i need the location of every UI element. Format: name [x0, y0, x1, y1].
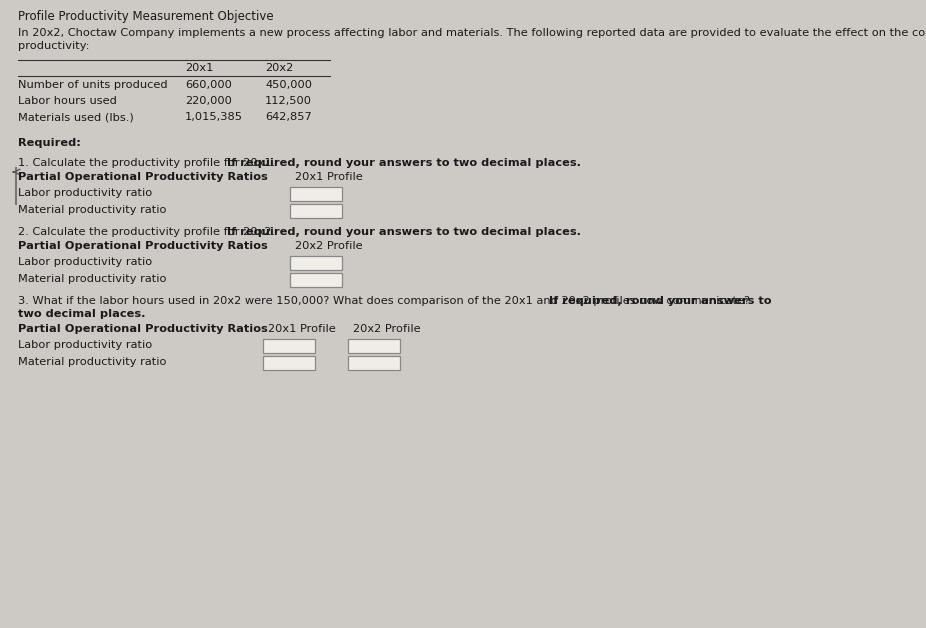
Text: Materials used (lbs.): Materials used (lbs.)	[18, 112, 133, 122]
Text: two decimal places.: two decimal places.	[18, 309, 145, 319]
Text: 20x2 Profile: 20x2 Profile	[353, 324, 420, 334]
Text: Labor productivity ratio: Labor productivity ratio	[18, 188, 152, 198]
FancyBboxPatch shape	[348, 356, 400, 370]
Text: productivity:: productivity:	[18, 41, 90, 51]
Text: Partial Operational Productivity Ratios: Partial Operational Productivity Ratios	[18, 324, 268, 334]
FancyBboxPatch shape	[290, 204, 342, 218]
Text: 1,015,385: 1,015,385	[185, 112, 243, 122]
Text: Material productivity ratio: Material productivity ratio	[18, 205, 167, 215]
Text: 2. Calculate the productivity profile for 20x2.: 2. Calculate the productivity profile fo…	[18, 227, 279, 237]
Text: 20x1 Profile: 20x1 Profile	[268, 324, 336, 334]
Text: If required, round your answers to: If required, round your answers to	[549, 296, 771, 306]
Text: Partial Operational Productivity Ratios: Partial Operational Productivity Ratios	[18, 172, 268, 182]
Text: 20x2 Profile: 20x2 Profile	[295, 241, 363, 251]
Text: Material productivity ratio: Material productivity ratio	[18, 274, 167, 284]
Text: In 20x2, Choctaw Company implements a new process affecting labor and materials.: In 20x2, Choctaw Company implements a ne…	[18, 28, 926, 38]
Text: 642,857: 642,857	[265, 112, 312, 122]
Text: 112,500: 112,500	[265, 96, 312, 106]
FancyBboxPatch shape	[290, 256, 342, 270]
Text: 1. Calculate the productivity profile for 20x1.: 1. Calculate the productivity profile fo…	[18, 158, 279, 168]
FancyBboxPatch shape	[263, 339, 315, 353]
Text: Required:: Required:	[18, 138, 81, 148]
FancyBboxPatch shape	[263, 356, 315, 370]
Text: 660,000: 660,000	[185, 80, 232, 90]
Text: Profile Productivity Measurement Objective: Profile Productivity Measurement Objecti…	[18, 10, 273, 23]
Text: If required, round your answers to two decimal places.: If required, round your answers to two d…	[227, 227, 581, 237]
Text: 450,000: 450,000	[265, 80, 312, 90]
Text: Labor productivity ratio: Labor productivity ratio	[18, 257, 152, 267]
FancyBboxPatch shape	[290, 187, 342, 201]
Text: Number of units produced: Number of units produced	[18, 80, 168, 90]
Text: If required, round your answers to two decimal places.: If required, round your answers to two d…	[227, 158, 581, 168]
FancyBboxPatch shape	[290, 273, 342, 287]
Text: Labor productivity ratio: Labor productivity ratio	[18, 340, 152, 350]
Text: 20x2: 20x2	[265, 63, 294, 73]
FancyBboxPatch shape	[348, 339, 400, 353]
Text: Material productivity ratio: Material productivity ratio	[18, 357, 167, 367]
Text: 20x1: 20x1	[185, 63, 213, 73]
Text: Labor hours used: Labor hours used	[18, 96, 117, 106]
Text: 220,000: 220,000	[185, 96, 232, 106]
Text: 3. What if the labor hours used in 20x2 were 150,000? What does comparison of th: 3. What if the labor hours used in 20x2 …	[18, 296, 754, 306]
Text: Partial Operational Productivity Ratios: Partial Operational Productivity Ratios	[18, 241, 268, 251]
Text: 20x1 Profile: 20x1 Profile	[295, 172, 363, 182]
